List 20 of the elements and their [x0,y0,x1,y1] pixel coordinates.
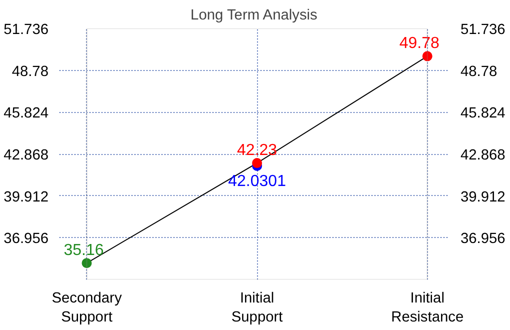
data-label: 42.23 [237,142,278,160]
data-label: 35.16 [64,242,104,260]
y-tick-label: 45.824 [4,106,48,122]
data-label: 42.0301 [228,172,286,190]
y-tick-label: 36.956 [4,231,48,248]
y2-tick-label: 48.78 [460,64,498,80]
x-tick-label: Initial Resistance [391,290,464,326]
y2-tick-label: 36.956 [460,231,506,248]
y-tick-label: 48.78 [12,64,49,80]
y-tick-label: 42.868 [4,148,48,164]
chart-title: Long Term Analysis [190,8,318,24]
y2-tick-label: 51.736 [460,22,506,38]
y2-tick-label: 39.912 [460,189,506,206]
y-tick-label: 39.912 [4,189,48,206]
x-tick-label: Secondary Support [52,290,122,326]
y2-tick-label: 45.824 [460,106,506,122]
y-tick-label: 51.736 [4,22,48,38]
y2-tick-label: 42.868 [460,148,506,164]
x-tick-label: Initial Support [231,290,283,326]
data-label: 49.78 [399,35,440,52]
